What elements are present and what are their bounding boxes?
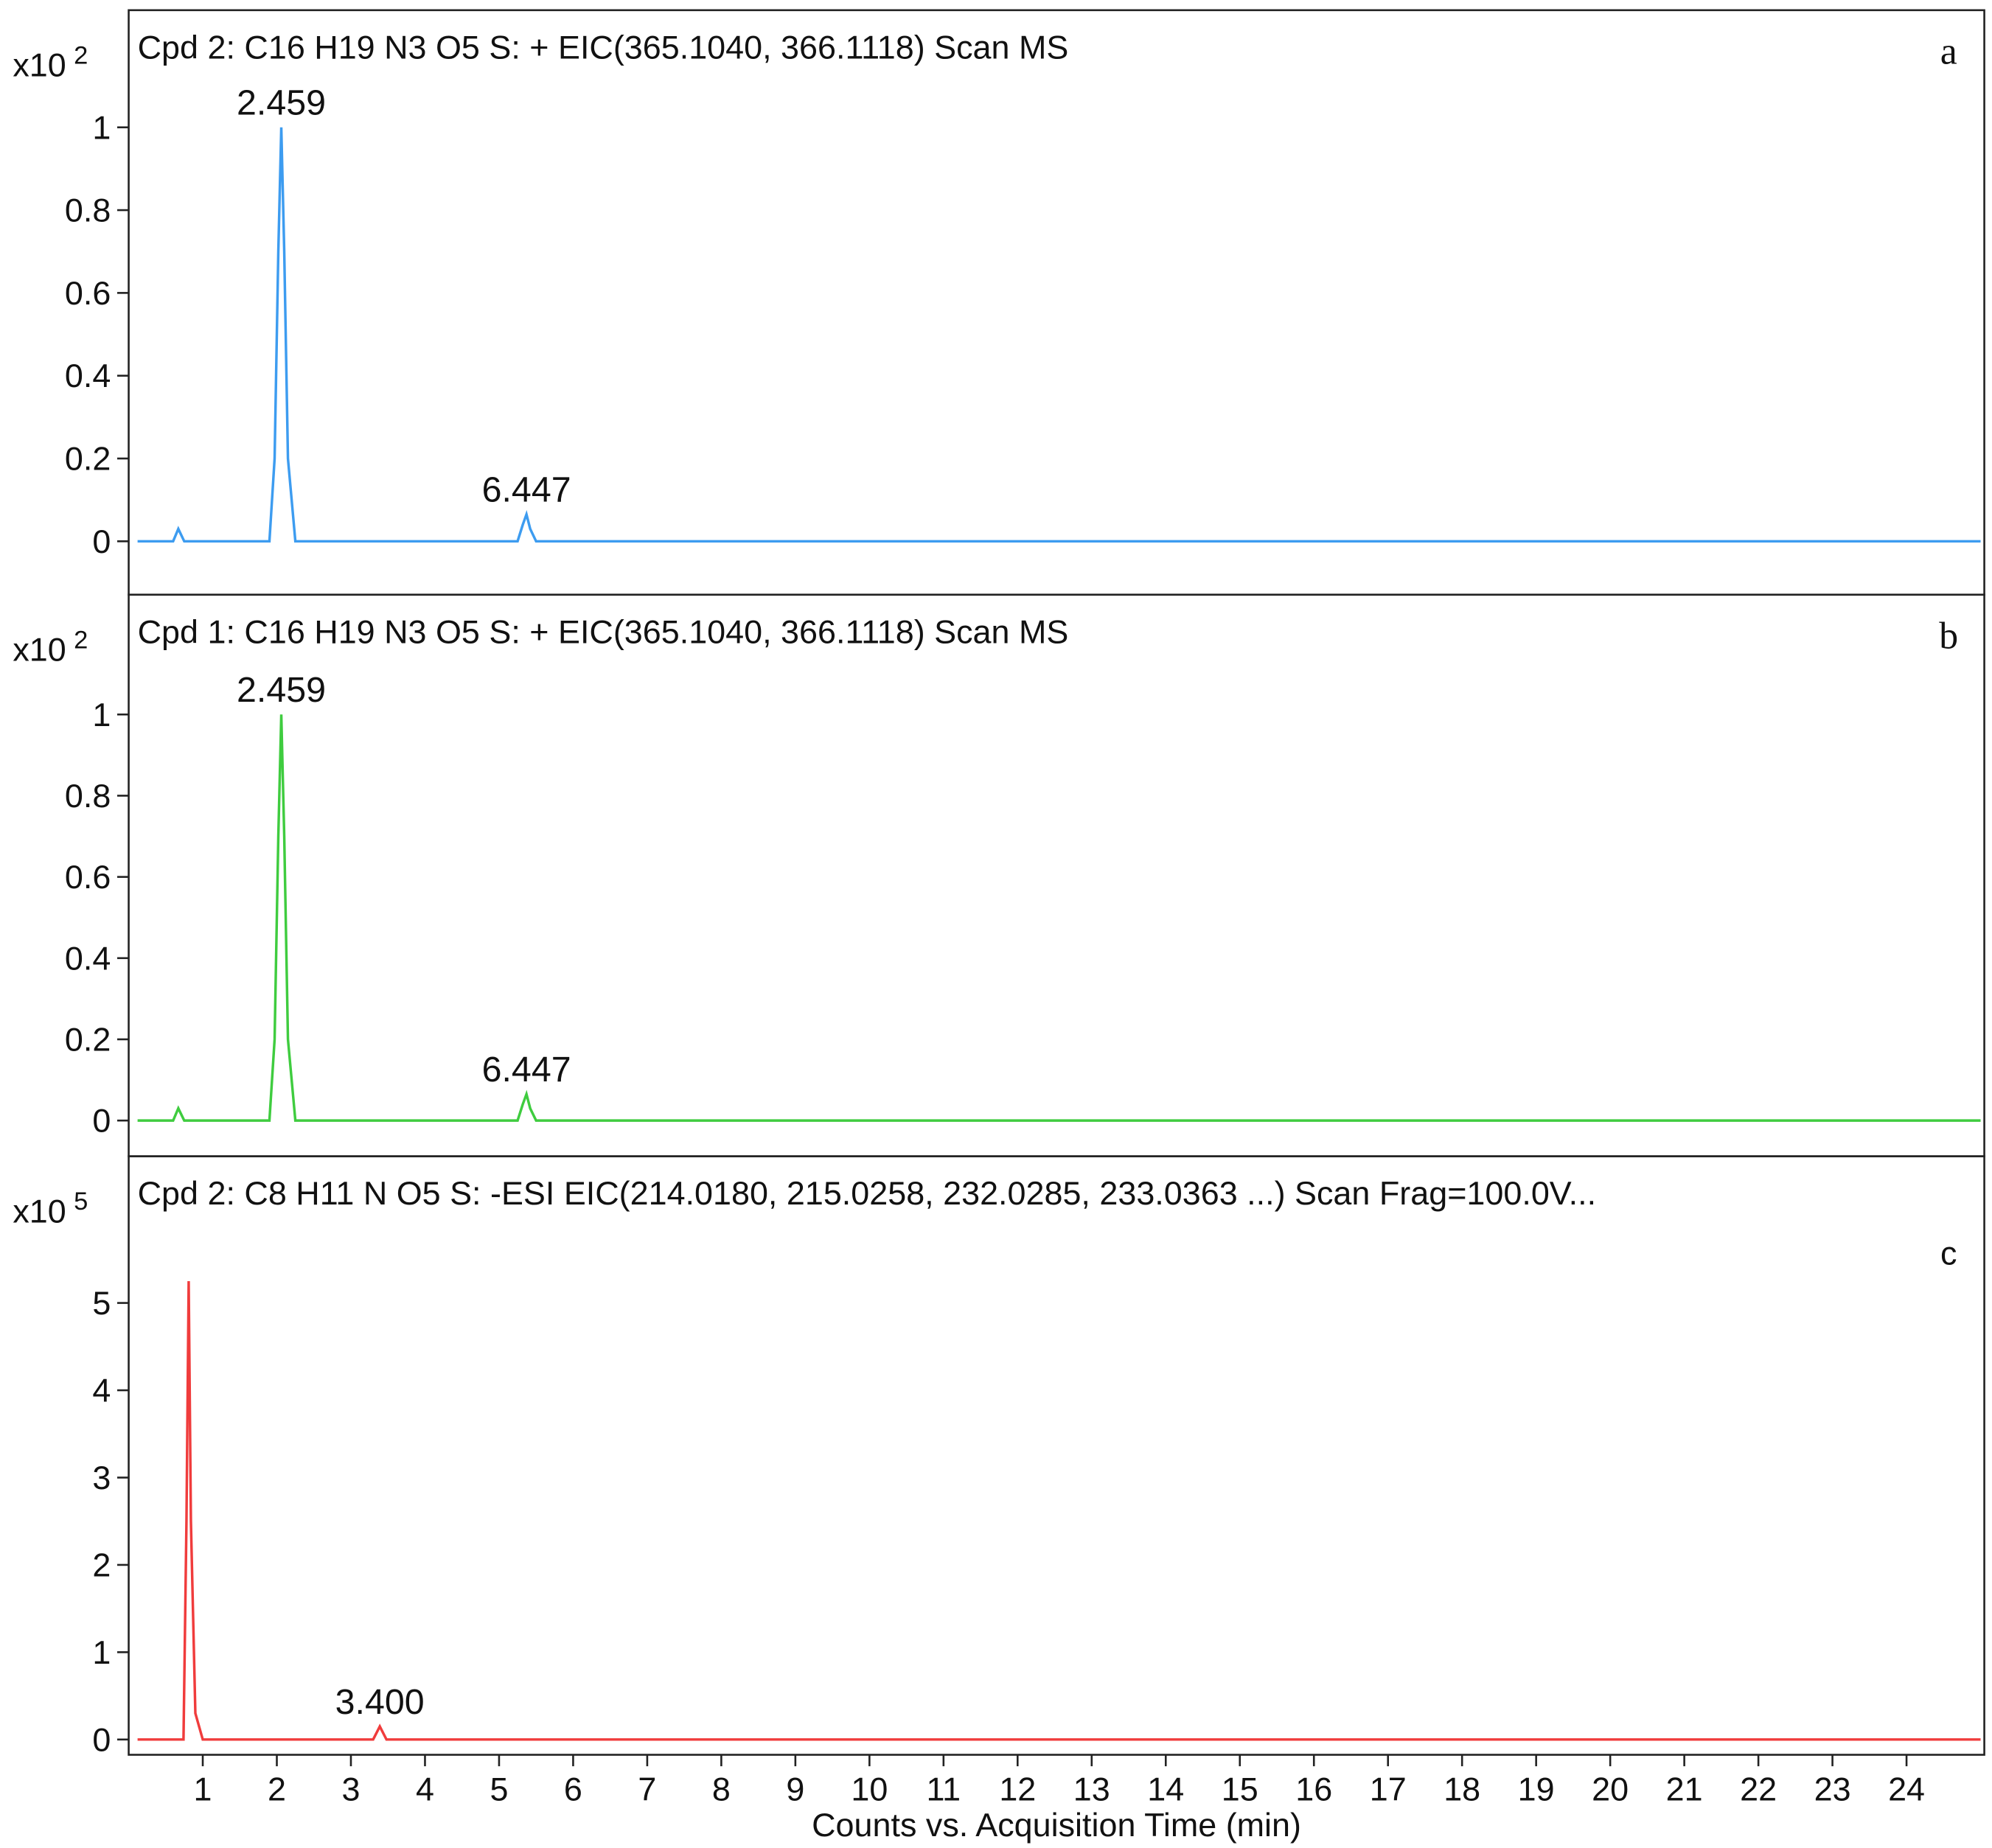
- y-tick-label: 5: [92, 1284, 111, 1322]
- y-tick-label: 0: [92, 523, 111, 560]
- scale-base: x10: [13, 631, 66, 669]
- y-tick-label: 0: [92, 1102, 111, 1140]
- peak-label: 2.459: [237, 670, 326, 710]
- y-tick-label: 0.8: [65, 777, 111, 815]
- panel-title: Cpd 1: C16 H19 N3 O5 S: + EIC(365.1040, …: [138, 613, 1069, 650]
- x-tick-label: 3: [341, 1771, 360, 1808]
- x-tick-label: 18: [1443, 1771, 1480, 1808]
- y-tick-label: 0.2: [65, 440, 111, 478]
- y-tick-label: 2: [92, 1546, 111, 1583]
- x-tick-label: 22: [1740, 1771, 1777, 1808]
- x-tick-label: 20: [1592, 1771, 1629, 1808]
- trace: [137, 1280, 1981, 1741]
- x-tick-label: 23: [1814, 1771, 1851, 1808]
- x-tick-label: 19: [1518, 1771, 1555, 1808]
- x-tick-label: 21: [1666, 1771, 1703, 1808]
- scale-base: x10: [13, 46, 66, 84]
- peak-label: 6.447: [482, 470, 571, 510]
- scale-label: x10 2: [13, 41, 88, 83]
- scale-exponent: 2: [74, 41, 88, 69]
- y-tick-label: 0.6: [65, 274, 111, 312]
- y-tick-label: 0: [92, 1720, 111, 1758]
- panel-title: Cpd 2: C16 H19 N3 O5 S: + EIC(365.1040, …: [138, 28, 1069, 66]
- panel-frame: [128, 1155, 1985, 1756]
- y-tick-label: 1: [92, 696, 111, 733]
- panel-title: Cpd 2: C8 H11 N O5 S: -ESI EIC(214.0180,…: [138, 1174, 1596, 1212]
- x-tick-label: 24: [1888, 1771, 1925, 1808]
- y-tick-label: 3: [92, 1459, 111, 1496]
- x-tick-label: 15: [1222, 1771, 1258, 1808]
- x-tick-label: 10: [851, 1771, 888, 1808]
- y-tick-label: 0.2: [65, 1021, 111, 1059]
- trace: [137, 127, 1981, 543]
- x-tick-label: 13: [1073, 1771, 1110, 1808]
- x-tick-label: 1: [194, 1771, 212, 1808]
- panel-letter: a: [1940, 30, 1957, 72]
- peak-label: 2.459: [237, 83, 326, 122]
- scale-exponent: 2: [74, 626, 88, 654]
- x-tick-label: 12: [999, 1771, 1036, 1808]
- peak-label: 3.400: [335, 1682, 425, 1722]
- panel-letter: b: [1939, 615, 1958, 657]
- x-tick-label: 14: [1147, 1771, 1184, 1808]
- x-tick-label: 5: [490, 1771, 508, 1808]
- panel-letter: c: [1940, 1234, 1957, 1272]
- y-tick-label: 0.8: [65, 192, 111, 229]
- x-tick-label: 9: [786, 1771, 804, 1808]
- scale-exponent: 5: [74, 1188, 88, 1216]
- scale-label: x10 2: [13, 626, 88, 668]
- trace: [137, 714, 1981, 1122]
- scale-label: x10 5: [13, 1188, 88, 1230]
- y-tick-label: 4: [92, 1372, 111, 1409]
- y-tick-label: 1: [92, 1633, 111, 1671]
- x-tick-label: 17: [1370, 1771, 1407, 1808]
- x-tick-label: 6: [564, 1771, 582, 1808]
- x-tick-label: 7: [638, 1771, 656, 1808]
- x-tick-label: 2: [268, 1771, 286, 1808]
- x-axis-label: Counts vs. Acquisition Time (min): [812, 1806, 1301, 1844]
- scale-base: x10: [13, 1192, 66, 1230]
- y-tick-label: 0.4: [65, 939, 111, 977]
- y-tick-label: 1: [92, 108, 111, 146]
- x-tick-label: 4: [416, 1771, 434, 1808]
- x-tick-label: 16: [1295, 1771, 1332, 1808]
- x-tick-label: 11: [927, 1771, 961, 1808]
- x-tick-label: 8: [712, 1771, 731, 1808]
- peak-label: 6.447: [482, 1050, 571, 1089]
- y-tick-label: 0.4: [65, 357, 111, 394]
- y-tick-label: 0.6: [65, 858, 111, 896]
